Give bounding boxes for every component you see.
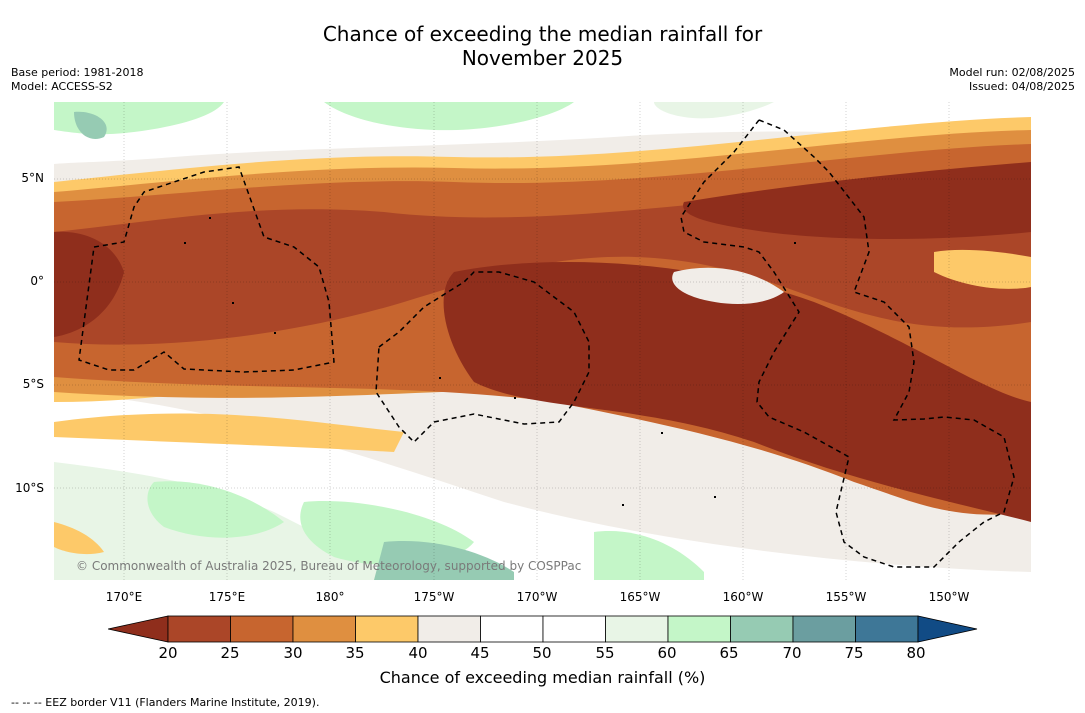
colorbar-segment [417,615,481,643]
colorbar-segment [667,615,731,643]
colorbar-tick-60: 60 [657,644,677,662]
lon-label-160w: 160°W [722,590,764,604]
lon-label-180: 180° [315,590,345,604]
colorbar-tick-65: 65 [719,644,739,662]
colorbar-tick-50: 50 [532,644,552,662]
base-period: Base period: 1981-2018 [11,66,144,79]
lon-label-170w: 170°W [516,590,558,604]
eez-legend-note: -- -- -- EEZ border V11 (Flanders Marine… [11,696,320,709]
colorbar-tick-80: 80 [906,644,926,662]
colorbar-segment [480,615,544,643]
colorbar-segment [167,615,231,643]
colorbar-segment [355,615,419,643]
lon-label-175e: 175°E [208,590,246,604]
lon-label-170e: 170°E [105,590,143,604]
lon-label-175w: 175°W [413,590,455,604]
copyright-notice: © Commonwealth of Australia 2025, Bureau… [76,559,582,573]
lat-label-10s: 10°S [15,481,44,495]
colorbar-segment [792,615,856,643]
lon-label-150w: 150°W [928,590,970,604]
colorbar-tick-25: 25 [220,644,240,662]
colorbar-segment [855,615,919,643]
colorbar-tick-55: 55 [595,644,615,662]
lon-label-155w: 155°W [825,590,867,604]
colorbar-segments [167,615,919,643]
title-line-1: Chance of exceeding the median rainfall … [322,22,763,46]
rainfall-map [54,102,1031,580]
title-line-2: November 2025 [461,46,624,70]
meta-right: Model run: 02/08/2025 Issued: 04/08/2025 [949,66,1075,94]
colorbar-segment [230,615,294,643]
colorbar-under-arrow [108,615,169,643]
colorbar [108,615,978,643]
colorbar-segment [605,615,669,643]
colorbar-tick-35: 35 [345,644,365,662]
colorbar-tick-20: 20 [158,644,178,662]
lat-label-5n: 5°N [21,171,44,185]
model-run: Model run: 02/08/2025 [949,66,1075,79]
colorbar-segment [542,615,606,643]
meta-left: Base period: 1981-2018 Model: ACCESS-S2 [11,66,143,94]
lon-label-165w: 165°W [619,590,661,604]
lat-label-5s: 5°S [22,377,44,391]
colorbar-tick-40: 40 [408,644,428,662]
colorbar-tick-75: 75 [844,644,864,662]
model-name: Model: ACCESS-S2 [11,80,113,93]
colorbar-tick-70: 70 [782,644,802,662]
colorbar-segment [730,615,794,643]
colorbar-segment [292,615,356,643]
colorbar-label: Chance of exceeding median rainfall (%) [379,668,706,687]
colorbar-over-arrow [917,615,978,643]
map-title: Chance of exceeding the median rainfall … [0,22,1085,70]
colorbar-tick-45: 45 [470,644,490,662]
colorbar-tick-30: 30 [283,644,303,662]
issued-date: Issued: 04/08/2025 [968,80,1075,93]
lat-label-0: 0° [30,274,44,288]
